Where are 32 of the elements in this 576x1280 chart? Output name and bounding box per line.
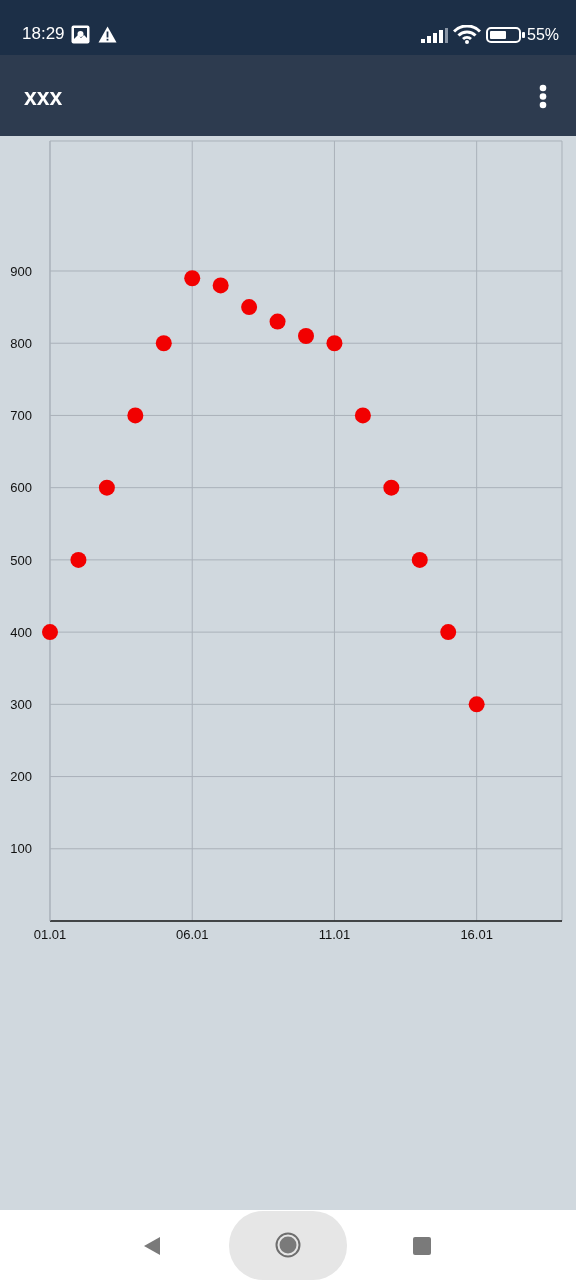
point <box>70 551 87 568</box>
y-tick-label: 700 <box>10 408 32 424</box>
y-tick-label: 100 <box>10 841 32 857</box>
y-tick-label: 600 <box>10 480 32 496</box>
point <box>212 277 229 294</box>
point <box>298 328 314 344</box>
x-tick-label: 01.01 <box>33 927 67 943</box>
point <box>127 407 144 424</box>
point <box>155 335 172 352</box>
text: 18:29 <box>22 23 65 45</box>
y-tick-label: 300 <box>10 696 32 712</box>
point <box>42 624 58 641</box>
point <box>98 479 115 496</box>
point <box>440 624 457 641</box>
point <box>269 313 286 330</box>
y-tick-label: 900 <box>10 263 32 279</box>
x-tick-label: 16.01 <box>460 927 493 943</box>
y-tick-label: 500 <box>10 552 32 568</box>
point <box>354 407 371 424</box>
text: 55% <box>527 25 560 45</box>
point <box>411 551 428 568</box>
point <box>326 335 343 352</box>
point <box>468 696 485 713</box>
point <box>241 299 258 316</box>
y-tick-label: 400 <box>10 624 32 640</box>
chart-title: xxx <box>24 83 63 111</box>
x-tick-label: 11.01 <box>318 927 351 943</box>
y-tick-label: 800 <box>10 335 32 351</box>
point <box>383 479 400 496</box>
y-tick-label: 200 <box>10 769 32 785</box>
x-tick-label: 06.01 <box>175 927 209 943</box>
point <box>184 270 201 287</box>
